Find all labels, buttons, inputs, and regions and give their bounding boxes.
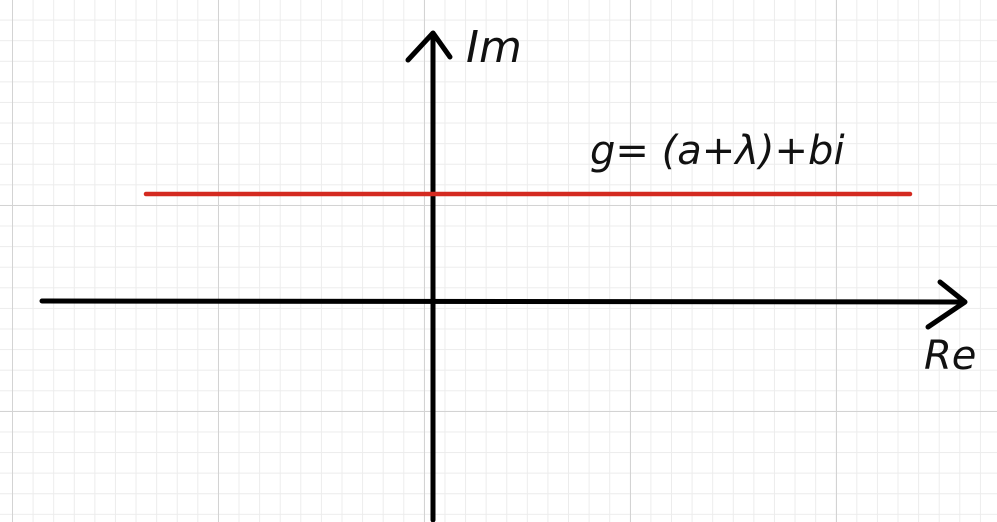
real-axis-arrowhead: [925, 279, 968, 330]
real-axis-label: Re: [924, 333, 976, 379]
real-axis: [39, 298, 965, 305]
imaginary-axis-label: Im: [466, 22, 522, 73]
imaginary-axis-arrowhead: [405, 30, 453, 63]
line-equation-label: g= (a+λ)+bi: [590, 128, 845, 174]
